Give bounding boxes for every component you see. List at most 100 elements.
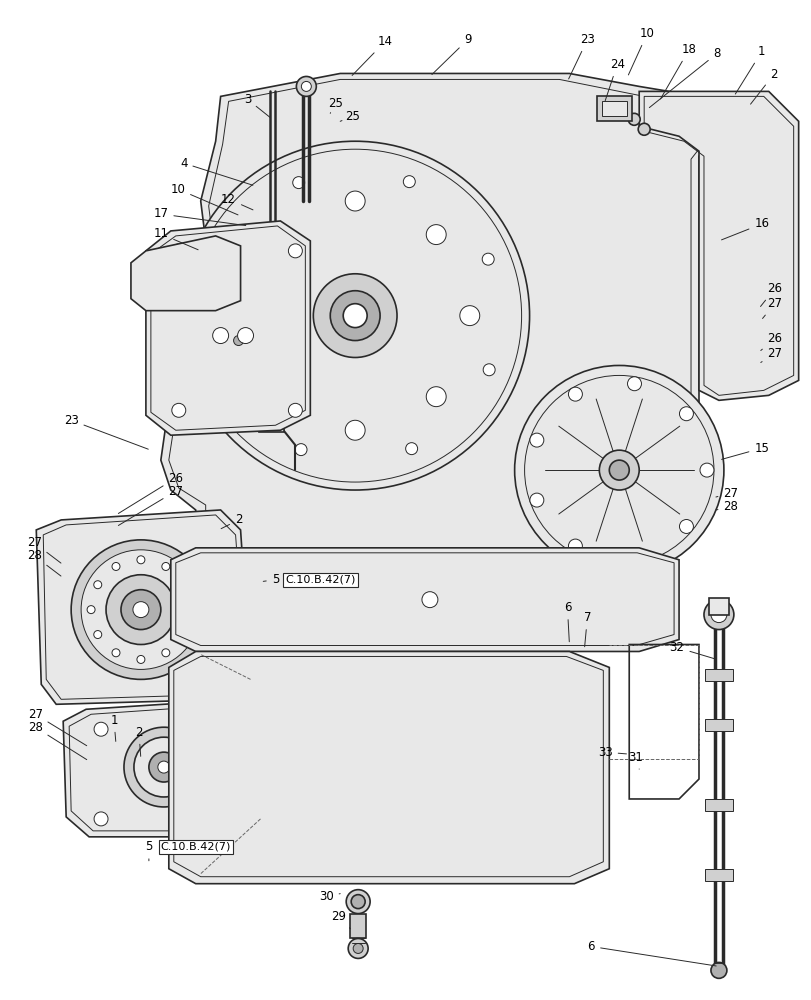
Circle shape [530, 493, 543, 507]
Circle shape [345, 191, 365, 211]
Polygon shape [169, 651, 608, 884]
Circle shape [215, 256, 227, 267]
Text: 4: 4 [180, 157, 252, 185]
Circle shape [679, 519, 693, 533]
Text: 26: 26 [118, 472, 183, 513]
Bar [350, 914, 366, 938]
Text: 17: 17 [153, 207, 246, 226]
Circle shape [93, 631, 101, 639]
Circle shape [288, 403, 302, 417]
Circle shape [112, 649, 120, 657]
Circle shape [94, 722, 108, 736]
Text: 28: 28 [28, 721, 87, 760]
Bar [704, 799, 732, 811]
Circle shape [172, 403, 186, 417]
Polygon shape [36, 510, 251, 704]
Circle shape [710, 607, 726, 623]
Polygon shape [638, 91, 798, 400]
Circle shape [568, 539, 581, 553]
Polygon shape [161, 73, 718, 558]
Circle shape [627, 377, 641, 391]
Circle shape [137, 556, 144, 564]
Bar [602, 101, 626, 116]
Circle shape [212, 328, 229, 344]
Circle shape [264, 387, 284, 407]
Circle shape [112, 562, 120, 570]
Text: 27: 27 [118, 485, 183, 525]
Circle shape [133, 602, 148, 618]
Text: 5: 5 [145, 840, 152, 861]
Text: 25: 25 [340, 110, 359, 123]
Text: 10: 10 [170, 183, 238, 215]
Text: 27: 27 [760, 347, 781, 362]
Circle shape [599, 450, 638, 490]
Circle shape [234, 336, 243, 346]
Bar [704, 669, 732, 681]
Circle shape [426, 225, 445, 245]
Circle shape [296, 76, 316, 96]
Text: 12: 12 [221, 193, 253, 210]
Text: 25: 25 [328, 97, 342, 113]
Bar [260, 405, 282, 420]
Text: 24: 24 [604, 58, 624, 101]
Text: 6: 6 [587, 940, 715, 966]
Circle shape [608, 460, 629, 480]
Text: 1: 1 [110, 714, 118, 741]
Circle shape [137, 655, 144, 663]
Circle shape [264, 225, 284, 245]
Text: C.10.B.42(7): C.10.B.42(7) [161, 842, 231, 852]
Circle shape [514, 365, 723, 575]
Text: 2: 2 [221, 513, 242, 529]
Text: 11: 11 [153, 227, 198, 250]
Circle shape [157, 761, 169, 773]
Text: 28: 28 [27, 549, 61, 576]
Text: 27: 27 [762, 297, 781, 318]
Text: 29: 29 [330, 910, 350, 929]
Circle shape [180, 581, 188, 589]
Circle shape [403, 176, 414, 188]
Polygon shape [170, 548, 678, 651]
Text: 27: 27 [27, 536, 61, 563]
Circle shape [313, 274, 397, 357]
Text: 28: 28 [715, 500, 737, 513]
Circle shape [699, 463, 713, 477]
Text: 18: 18 [659, 43, 696, 99]
Circle shape [350, 895, 365, 909]
Circle shape [343, 304, 367, 328]
Circle shape [627, 549, 641, 563]
Circle shape [459, 306, 479, 326]
Circle shape [703, 600, 733, 630]
Bar [258, 420, 284, 432]
Circle shape [530, 433, 543, 447]
Text: 30: 30 [319, 890, 340, 903]
Text: 7: 7 [583, 611, 590, 647]
Polygon shape [63, 699, 265, 837]
Circle shape [187, 606, 195, 614]
Text: 23: 23 [568, 33, 594, 79]
Text: 31: 31 [627, 751, 642, 769]
Circle shape [87, 606, 95, 614]
Circle shape [345, 890, 370, 914]
Text: 33: 33 [597, 746, 626, 759]
Text: 2: 2 [749, 68, 776, 104]
Circle shape [106, 575, 175, 645]
Circle shape [612, 103, 624, 115]
Circle shape [426, 387, 445, 407]
Text: 10: 10 [628, 27, 654, 75]
Circle shape [568, 387, 581, 401]
Circle shape [330, 291, 380, 341]
Text: 15: 15 [721, 442, 768, 459]
Circle shape [679, 407, 693, 421]
Circle shape [288, 244, 302, 258]
Text: 9: 9 [431, 33, 471, 75]
Text: 1: 1 [735, 45, 765, 94]
Text: 26: 26 [760, 332, 781, 351]
Text: 14: 14 [352, 35, 392, 75]
Bar [708, 598, 728, 615]
Text: 6: 6 [563, 601, 570, 642]
Bar [704, 869, 732, 881]
Circle shape [161, 649, 169, 657]
Circle shape [482, 253, 494, 265]
Text: 27: 27 [28, 708, 87, 746]
Circle shape [710, 962, 726, 978]
